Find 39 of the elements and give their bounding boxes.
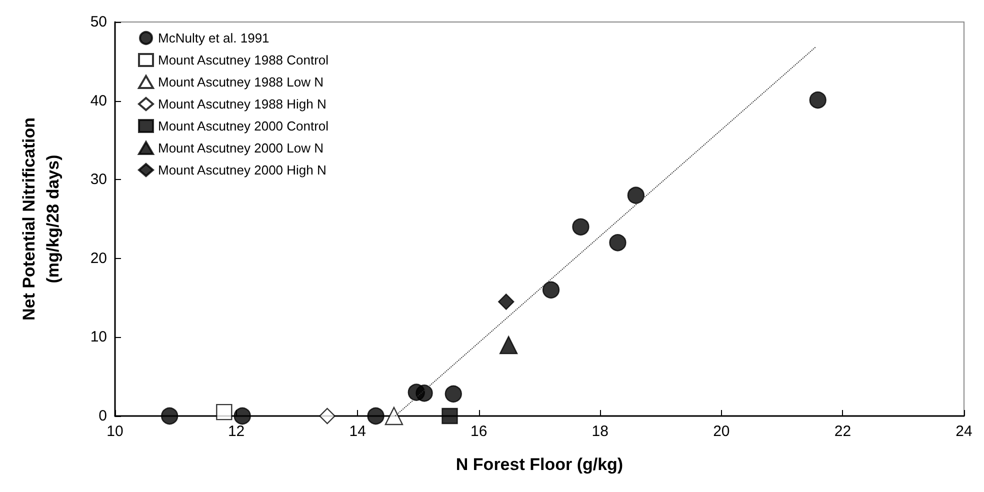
legend-label: Mount Ascutney 2000 Control	[158, 118, 329, 134]
point	[498, 294, 514, 310]
legend-label: McNulty et al. 1991	[158, 30, 270, 46]
x-tick-label: 22	[834, 423, 852, 440]
point	[444, 385, 462, 403]
legend-label: Mount Ascutney 2000 Low N	[158, 140, 324, 156]
legend-label: Mount Ascutney 1988 High N	[158, 96, 326, 112]
point	[542, 281, 560, 299]
point	[319, 408, 336, 424]
x-tick-label: 20	[713, 423, 730, 440]
y-tick-label: 50	[90, 14, 107, 30]
y-tick-label: 30	[90, 171, 107, 188]
point	[572, 218, 590, 236]
y-tick-label: 0	[98, 408, 107, 424]
x-tick-label: 18	[592, 423, 608, 440]
legend-label: Mount Ascutney 1988 Low N	[158, 74, 324, 90]
point	[499, 336, 518, 354]
legend-label: Mount Ascutney 1988 Control	[158, 52, 329, 68]
y-tick-label: 10	[90, 328, 107, 346]
point	[416, 384, 433, 402]
point	[216, 404, 232, 420]
legend-label: Mount Ascutney 2000 High N	[158, 162, 326, 178]
x-tick-label: 24	[956, 423, 972, 440]
point	[609, 234, 626, 252]
x-axis-title: N Forest Floor (g/kg)	[456, 455, 624, 474]
point	[442, 408, 458, 424]
x-tick-label: 14	[349, 423, 366, 440]
x-tick-label: 10	[106, 423, 124, 440]
point	[627, 186, 645, 204]
x-tick-label: 16	[470, 423, 488, 440]
point	[234, 407, 251, 425]
point	[160, 407, 178, 425]
point	[809, 91, 826, 109]
point	[384, 406, 404, 426]
x-tick-label: 12	[228, 423, 245, 440]
y-tick-label: 20	[90, 250, 107, 267]
point	[367, 407, 384, 425]
y-axis-title: Net Potential Nitrification (mg/kg/28 days)	[20, 117, 62, 321]
y-tick-label: 40	[90, 92, 107, 110]
